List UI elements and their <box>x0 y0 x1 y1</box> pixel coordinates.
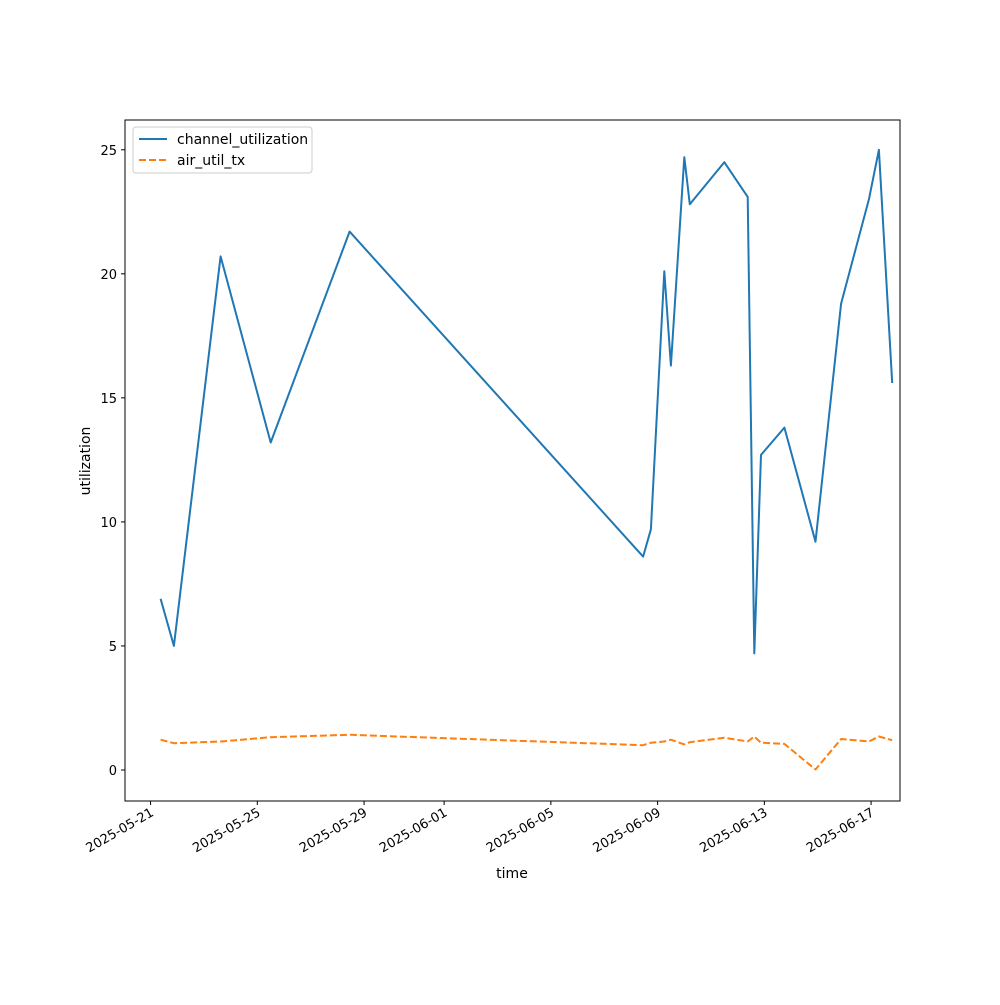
y-tick-label: 15 <box>100 392 117 407</box>
series-line-air-util-tx <box>160 733 893 771</box>
legend-label-channel-utilization: channel_utilization <box>177 132 308 148</box>
x-axis-label: time <box>496 866 528 882</box>
series-layer <box>159 148 894 771</box>
y-tick-label: 10 <box>100 516 117 531</box>
legend: channel_utilization air_util_tx <box>132 126 313 174</box>
y-tick-label: 25 <box>100 144 117 159</box>
y-tick-label: 0 <box>109 764 117 779</box>
y-tick-label: 5 <box>109 640 117 655</box>
legend-frame <box>132 126 313 174</box>
series-line-channel-utilization <box>159 148 894 655</box>
y-axis-label: utilization <box>78 427 94 496</box>
plot-frame <box>124 119 901 802</box>
y-tick-label: 20 <box>100 268 117 283</box>
legend-label-air-util-tx: air_util_tx <box>177 153 245 169</box>
